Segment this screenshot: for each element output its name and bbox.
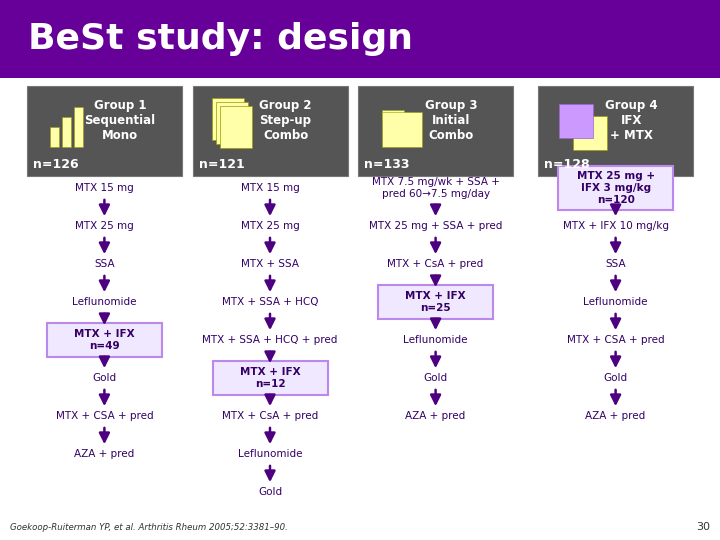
Text: MTX + IFX
n=49: MTX + IFX n=49 (74, 329, 135, 351)
Text: Gold: Gold (603, 373, 628, 383)
Text: SSA: SSA (94, 259, 114, 269)
Text: MTX 7.5 mg/wk + SSA +
pred 60→7.5 mg/day: MTX 7.5 mg/wk + SSA + pred 60→7.5 mg/day (372, 177, 500, 199)
Text: n=121: n=121 (199, 158, 244, 171)
FancyBboxPatch shape (382, 111, 421, 146)
Text: Gold: Gold (92, 373, 117, 383)
FancyBboxPatch shape (358, 86, 513, 176)
Text: MTX + IFX
n=12: MTX + IFX n=12 (240, 367, 300, 389)
Text: AZA + pred: AZA + pred (405, 411, 466, 421)
Text: Group 3
Initial
Combo: Group 3 Initial Combo (425, 99, 477, 141)
Text: Leflunomide: Leflunomide (583, 297, 648, 307)
Text: MTX + CSA + pred: MTX + CSA + pred (567, 335, 665, 345)
Text: MTX + SSA + HCQ + pred: MTX + SSA + HCQ + pred (202, 335, 338, 345)
FancyBboxPatch shape (216, 102, 248, 144)
Text: Goekoop-Ruiterman YP, et al. Arthritis Rheum 2005;52:3381–90.: Goekoop-Ruiterman YP, et al. Arthritis R… (10, 523, 288, 532)
FancyBboxPatch shape (47, 323, 162, 357)
FancyBboxPatch shape (572, 116, 606, 150)
Text: MTX + CsA + pred: MTX + CsA + pred (222, 411, 318, 421)
FancyBboxPatch shape (192, 86, 348, 176)
FancyBboxPatch shape (538, 86, 693, 176)
FancyBboxPatch shape (212, 361, 328, 395)
FancyBboxPatch shape (382, 110, 403, 119)
Text: MTX + SSA: MTX + SSA (241, 259, 299, 269)
Text: Group 2
Step-up
Combo: Group 2 Step-up Combo (259, 99, 312, 141)
FancyBboxPatch shape (212, 98, 244, 139)
Text: AZA + pred: AZA + pred (74, 449, 135, 459)
Text: Group 4
IFX
+ MTX: Group 4 IFX + MTX (605, 99, 657, 141)
Text: MTX + CSA + pred: MTX + CSA + pred (55, 411, 153, 421)
Text: Leflunomide: Leflunomide (238, 449, 302, 459)
Text: Leflunomide: Leflunomide (72, 297, 137, 307)
Bar (0, 0, 720, 78)
Bar (63, 117, 71, 146)
Text: MTX 25 mg +
IFX 3 mg/kg
n=120: MTX 25 mg + IFX 3 mg/kg n=120 (577, 171, 654, 205)
Text: MTX 25 mg: MTX 25 mg (240, 221, 300, 231)
Text: MTX 15 mg: MTX 15 mg (240, 183, 300, 193)
FancyBboxPatch shape (220, 105, 252, 147)
Bar (50, 126, 59, 146)
FancyBboxPatch shape (559, 104, 593, 138)
Text: BeSt study: design: BeSt study: design (28, 22, 413, 56)
Text: SSA: SSA (606, 259, 626, 269)
Text: MTX + SSA + HCQ: MTX + SSA + HCQ (222, 297, 318, 307)
Text: MTX 15 mg: MTX 15 mg (75, 183, 134, 193)
Text: n=133: n=133 (364, 158, 410, 171)
Text: MTX + CsA + pred: MTX + CsA + pred (387, 259, 484, 269)
FancyBboxPatch shape (558, 166, 673, 210)
Text: MTX + IFX
n=25: MTX + IFX n=25 (405, 291, 466, 313)
Text: MTX 25 mg + SSA + pred: MTX 25 mg + SSA + pred (369, 221, 503, 231)
Text: MTX 25 mg: MTX 25 mg (75, 221, 134, 231)
Text: Leflunomide: Leflunomide (403, 335, 468, 345)
Text: 30: 30 (696, 522, 710, 532)
FancyBboxPatch shape (27, 86, 182, 176)
Text: Gold: Gold (258, 487, 282, 497)
Text: n=128: n=128 (544, 158, 590, 171)
Text: n=126: n=126 (33, 158, 78, 171)
Text: AZA + pred: AZA + pred (585, 411, 646, 421)
Bar (74, 106, 84, 146)
Text: MTX + IFX 10 mg/kg: MTX + IFX 10 mg/kg (562, 221, 669, 231)
FancyBboxPatch shape (378, 285, 493, 319)
Text: Gold: Gold (423, 373, 448, 383)
Text: Group 1
Sequential
Mono: Group 1 Sequential Mono (84, 99, 156, 141)
